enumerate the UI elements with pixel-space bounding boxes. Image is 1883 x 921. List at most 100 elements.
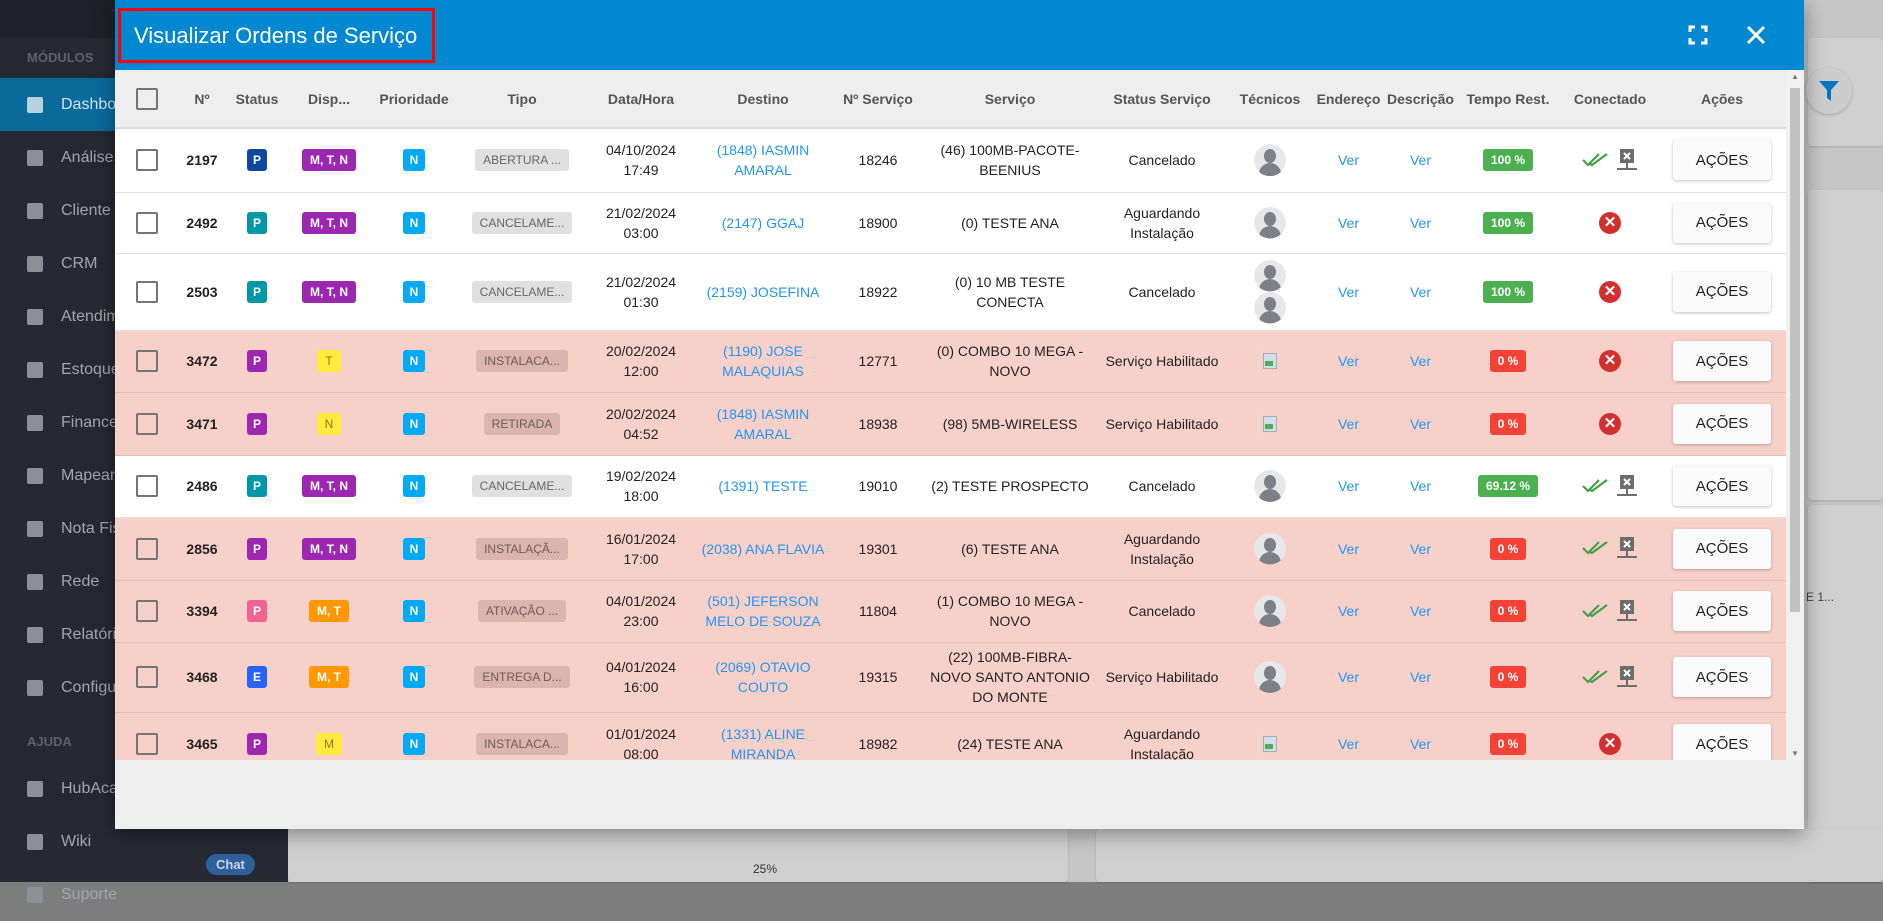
address-view-link[interactable]: Ver: [1337, 478, 1359, 494]
destination-link[interactable]: (2147) GGAJ: [721, 214, 805, 231]
broken-image-icon[interactable]: [1259, 409, 1281, 438]
column-header[interactable]: Ações: [1658, 70, 1786, 129]
destination-link[interactable]: (1848) IASMIN AMARAL: [716, 405, 810, 442]
actions-button[interactable]: AÇÕES: [1673, 528, 1771, 569]
column-header[interactable]: Prioridade: [370, 70, 458, 129]
description-view-link[interactable]: Ver: [1409, 478, 1431, 494]
address-view-link[interactable]: Ver: [1337, 214, 1359, 231]
description-view-link[interactable]: Ver: [1409, 669, 1431, 685]
close-button[interactable]: [1743, 22, 1769, 48]
row-checkbox[interactable]: [135, 475, 158, 498]
technician-avatar[interactable]: [1254, 259, 1286, 292]
chat-badge[interactable]: Chat: [206, 854, 255, 875]
destination-link[interactable]: (2038) ANA FLAVIA: [701, 540, 825, 557]
column-header[interactable]: Disp...: [288, 70, 370, 129]
description-view-link[interactable]: Ver: [1409, 415, 1431, 432]
actions-button[interactable]: AÇÕES: [1673, 341, 1771, 381]
table-scrollbar[interactable]: ▲ ▼: [1786, 70, 1804, 760]
destination-link[interactable]: (1848) IASMIN AMARAL: [716, 142, 810, 179]
sidebar-item[interactable]: Configur: [0, 661, 288, 714]
sidebar-item[interactable]: Relatório: [0, 608, 288, 661]
sidebar-item[interactable]: Cliente: [0, 184, 288, 237]
row-checkbox[interactable]: [135, 600, 158, 623]
sidebar-item[interactable]: Análise: [0, 131, 288, 184]
destination-link[interactable]: (1331) ALINE MIRANDA: [720, 726, 806, 760]
actions-button[interactable]: AÇÕES: [1673, 202, 1771, 243]
column-header[interactable]: Conectado: [1562, 70, 1658, 129]
destination-link[interactable]: (2069) OTAVIO COUTO: [715, 659, 811, 695]
technician-avatar[interactable]: [1254, 532, 1286, 565]
actions-button[interactable]: AÇÕES: [1673, 591, 1771, 631]
row-checkbox[interactable]: [135, 666, 158, 689]
description-view-link[interactable]: Ver: [1409, 283, 1431, 300]
address-view-link[interactable]: Ver: [1337, 669, 1359, 685]
row-checkbox[interactable]: [135, 211, 158, 234]
sidebar-item[interactable]: Estoque: [0, 343, 288, 396]
sidebar-item[interactable]: Nota Fis: [0, 502, 288, 555]
row-checkbox[interactable]: [135, 537, 158, 560]
orders-table-container[interactable]: Nº Status Disp... Prioridade Tipo Data/Hora De…: [115, 70, 1786, 760]
address-view-link[interactable]: Ver: [1337, 603, 1359, 619]
table-row[interactable]: 3472 P T N INSTALACA... 20/02/2024 12:00 (1190)…: [115, 330, 1786, 393]
column-header[interactable]: Endereço: [1310, 70, 1387, 129]
scrollbar-thumb[interactable]: [1790, 88, 1800, 612]
column-header[interactable]: Tipo: [458, 70, 586, 129]
broken-image-icon[interactable]: [1259, 730, 1281, 758]
row-checkbox[interactable]: [135, 149, 158, 172]
table-row[interactable]: 3471 P N N RETIRADA 20/02/2024 04:52 (1848) IAS…: [115, 392, 1786, 456]
description-view-link[interactable]: Ver: [1409, 353, 1431, 369]
row-checkbox[interactable]: [135, 733, 158, 756]
column-header[interactable]: Status: [226, 70, 288, 129]
address-view-link[interactable]: Ver: [1337, 540, 1359, 557]
technician-avatar[interactable]: [1254, 595, 1286, 627]
scroll-up-arrow-icon[interactable]: ▲: [1791, 72, 1799, 81]
column-header[interactable]: Descrição: [1387, 70, 1454, 129]
destination-link[interactable]: (2159) JOSEFINA: [706, 283, 820, 300]
table-row[interactable]: 3394 P M, T N ATIVAÇÃO ... 04/01/2024 23:00 (50…: [115, 580, 1786, 643]
technician-avatar[interactable]: [1254, 144, 1286, 177]
sidebar-item[interactable]: CRM: [0, 237, 288, 290]
column-header[interactable]: Status Serviço: [1094, 70, 1230, 129]
sidebar-help-item[interactable]: Suporte: [0, 868, 288, 921]
actions-button[interactable]: AÇÕES: [1673, 724, 1771, 760]
sidebar-help-item[interactable]: HubAcad: [0, 762, 288, 815]
column-header[interactable]: Tempo Rest.: [1454, 70, 1562, 129]
description-view-link[interactable]: Ver: [1409, 214, 1431, 231]
address-view-link[interactable]: Ver: [1337, 736, 1359, 752]
scroll-down-arrow-icon[interactable]: ▼: [1791, 749, 1799, 758]
sidebar-item[interactable]: Financei: [0, 396, 288, 449]
description-view-link[interactable]: Ver: [1409, 540, 1431, 557]
actions-button[interactable]: AÇÕES: [1673, 271, 1771, 312]
description-view-link[interactable]: Ver: [1409, 603, 1431, 619]
address-view-link[interactable]: Ver: [1337, 283, 1359, 300]
sidebar-item[interactable]: Atendim: [0, 290, 288, 343]
address-view-link[interactable]: Ver: [1337, 415, 1359, 432]
actions-button[interactable]: AÇÕES: [1673, 403, 1771, 444]
technician-avatar[interactable]: [1254, 291, 1286, 324]
column-header[interactable]: Destino: [696, 70, 830, 129]
description-view-link[interactable]: Ver: [1409, 736, 1431, 752]
table-row[interactable]: 2856 P M, T, N N INSTALAÇÃ... 16/01/2024 17:00…: [115, 517, 1786, 581]
table-row[interactable]: 2486 P M, T, N N CANCELAME... 19/02/2024 18:00…: [115, 455, 1786, 518]
destination-link[interactable]: (501) JEFERSON MELO DE SOUZA: [705, 593, 821, 629]
filter-button[interactable]: [1806, 68, 1852, 114]
sidebar-item[interactable]: Mapeam: [0, 449, 288, 502]
technician-avatar[interactable]: [1254, 470, 1286, 502]
table-row[interactable]: 2503 P M, T, N N CANCELAME... 21/02/2024 01:30…: [115, 253, 1786, 331]
table-row[interactable]: 3468 E M, T N ENTREGA D... 04/01/2024 16:00 (20…: [115, 642, 1786, 713]
actions-button[interactable]: AÇÕES: [1673, 140, 1771, 181]
row-checkbox[interactable]: [135, 280, 158, 303]
table-row[interactable]: 2492 P M, T, N N CANCELAME... 21/02/2024 03:00…: [115, 192, 1786, 254]
column-header[interactable]: Data/Hora: [586, 70, 696, 129]
broken-image-icon[interactable]: [1259, 347, 1281, 375]
destination-link[interactable]: (1391) TESTE: [718, 478, 808, 494]
sidebar-item[interactable]: Rede: [0, 555, 288, 608]
column-header[interactable]: Nº Serviço: [830, 70, 926, 129]
sidebar-help-item[interactable]: Wiki: [0, 815, 288, 868]
destination-link[interactable]: (1190) JOSE MALAQUIAS: [722, 343, 804, 379]
table-row[interactable]: 2197 P M, T, N N ABERTURA ... 04/10/2024 17:49…: [115, 128, 1786, 193]
column-header[interactable]: Nº: [178, 70, 226, 129]
technician-avatar[interactable]: [1254, 661, 1286, 693]
column-header[interactable]: Técnicos: [1230, 70, 1310, 129]
table-row[interactable]: 3465 P M N INSTALACA... 01/01/2024 08:00 (1331)…: [115, 712, 1786, 760]
